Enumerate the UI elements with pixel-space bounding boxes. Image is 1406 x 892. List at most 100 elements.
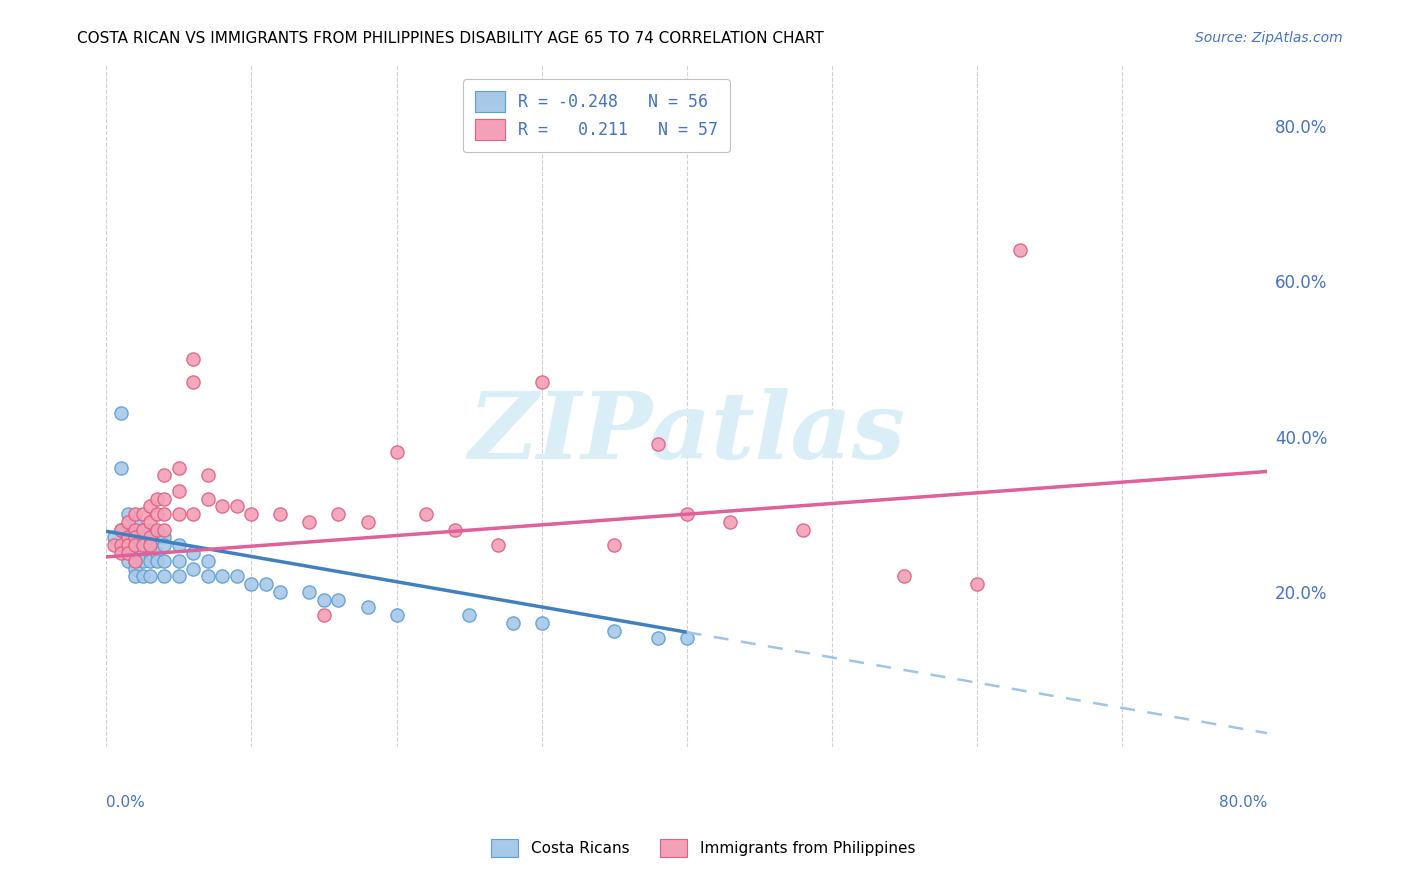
Point <box>117 554 139 568</box>
Point <box>966 577 988 591</box>
Point <box>530 615 553 630</box>
Point <box>139 531 162 545</box>
Point <box>211 569 233 583</box>
Point <box>153 554 176 568</box>
Point <box>124 546 146 560</box>
Point <box>328 592 350 607</box>
Point <box>124 523 146 537</box>
Point <box>167 569 190 583</box>
Point <box>356 515 378 529</box>
Point <box>146 491 169 506</box>
Point <box>792 523 814 537</box>
Point <box>131 554 153 568</box>
Point <box>1010 244 1032 258</box>
Point <box>117 538 139 552</box>
Point <box>153 531 176 545</box>
Point <box>110 460 132 475</box>
Point <box>167 538 190 552</box>
Point <box>183 376 205 390</box>
Point <box>131 523 153 537</box>
Point <box>312 592 335 607</box>
Point <box>139 531 162 545</box>
Point <box>183 546 205 560</box>
Point <box>146 531 169 545</box>
Point <box>139 523 162 537</box>
Point <box>269 507 291 521</box>
Point <box>167 483 190 498</box>
Point <box>146 523 169 537</box>
Point <box>530 376 553 390</box>
Point <box>103 538 125 552</box>
Point <box>502 615 524 630</box>
Point <box>117 531 139 545</box>
Point <box>124 515 146 529</box>
Point <box>486 538 509 552</box>
Point <box>197 554 219 568</box>
Point <box>131 523 153 537</box>
Point <box>356 600 378 615</box>
Point <box>298 584 321 599</box>
Point <box>103 531 125 545</box>
Point <box>110 406 132 420</box>
Point <box>675 507 697 521</box>
Point <box>131 546 153 560</box>
Legend: Costa Ricans, Immigrants from Philippines: Costa Ricans, Immigrants from Philippine… <box>484 832 922 864</box>
Point <box>647 632 669 646</box>
Point <box>131 507 153 521</box>
Point <box>124 507 146 521</box>
Text: 0.0%: 0.0% <box>107 795 145 810</box>
Point <box>443 523 465 537</box>
Point <box>197 468 219 483</box>
Point <box>603 538 626 552</box>
Point <box>139 554 162 568</box>
Point <box>675 632 697 646</box>
Point <box>328 507 350 521</box>
Legend: R = -0.248   N = 56, R =   0.211   N = 57: R = -0.248 N = 56, R = 0.211 N = 57 <box>463 79 730 152</box>
Point <box>167 554 190 568</box>
Point <box>139 538 162 552</box>
Text: COSTA RICAN VS IMMIGRANTS FROM PHILIPPINES DISABILITY AGE 65 TO 74 CORRELATION C: COSTA RICAN VS IMMIGRANTS FROM PHILIPPIN… <box>77 31 824 46</box>
Point <box>183 507 205 521</box>
Point <box>117 546 139 560</box>
Point <box>197 569 219 583</box>
Point <box>124 569 146 583</box>
Text: Source: ZipAtlas.com: Source: ZipAtlas.com <box>1195 31 1343 45</box>
Point <box>269 584 291 599</box>
Text: ZIPatlas: ZIPatlas <box>468 388 905 478</box>
Point <box>240 577 263 591</box>
Point <box>110 523 132 537</box>
Point <box>240 507 263 521</box>
Point <box>110 546 132 560</box>
Point <box>110 523 132 537</box>
Point <box>385 608 408 623</box>
Point <box>197 491 219 506</box>
Point <box>153 523 176 537</box>
Point <box>146 554 169 568</box>
Point <box>117 546 139 560</box>
Point <box>718 515 741 529</box>
Point <box>298 515 321 529</box>
Point <box>183 561 205 575</box>
Point <box>226 500 249 514</box>
Point <box>124 554 146 568</box>
Point <box>167 507 190 521</box>
Point <box>385 445 408 459</box>
Point <box>124 538 146 552</box>
Point <box>211 500 233 514</box>
Point <box>110 538 132 552</box>
Point <box>139 546 162 560</box>
Point <box>153 569 176 583</box>
Point <box>124 531 146 545</box>
Point <box>647 437 669 451</box>
Point <box>183 351 205 366</box>
Point <box>139 515 162 529</box>
Point <box>893 569 915 583</box>
Point <box>117 515 139 529</box>
Point <box>124 554 146 568</box>
Point <box>167 460 190 475</box>
Point <box>415 507 437 521</box>
Point <box>139 538 162 552</box>
Point <box>603 624 626 638</box>
Point <box>254 577 277 591</box>
Point <box>458 608 481 623</box>
